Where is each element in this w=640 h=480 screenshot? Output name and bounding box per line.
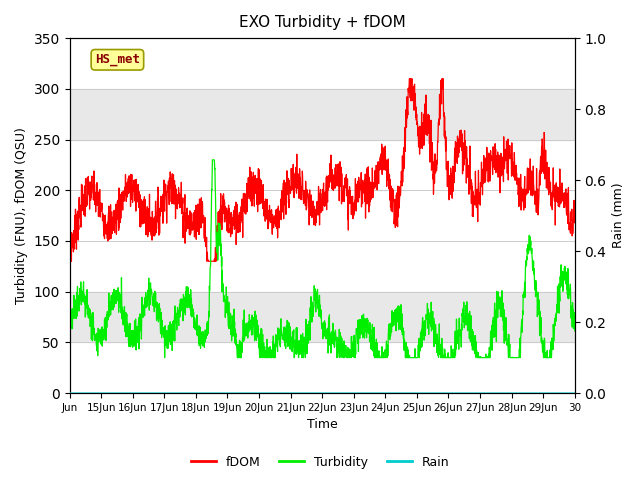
Bar	[70, 89, 575, 140]
Text: HS_met: HS_met	[95, 53, 140, 66]
Y-axis label: Rain (mm): Rain (mm)	[612, 183, 625, 249]
X-axis label: Time: Time	[307, 419, 337, 432]
Title: EXO Turbidity + fDOM: EXO Turbidity + fDOM	[239, 15, 406, 30]
Y-axis label: Turbidity (FNU), fDOM (QSU): Turbidity (FNU), fDOM (QSU)	[15, 127, 28, 304]
Bar	[70, 292, 575, 342]
Legend: fDOM, Turbidity, Rain: fDOM, Turbidity, Rain	[186, 451, 454, 474]
